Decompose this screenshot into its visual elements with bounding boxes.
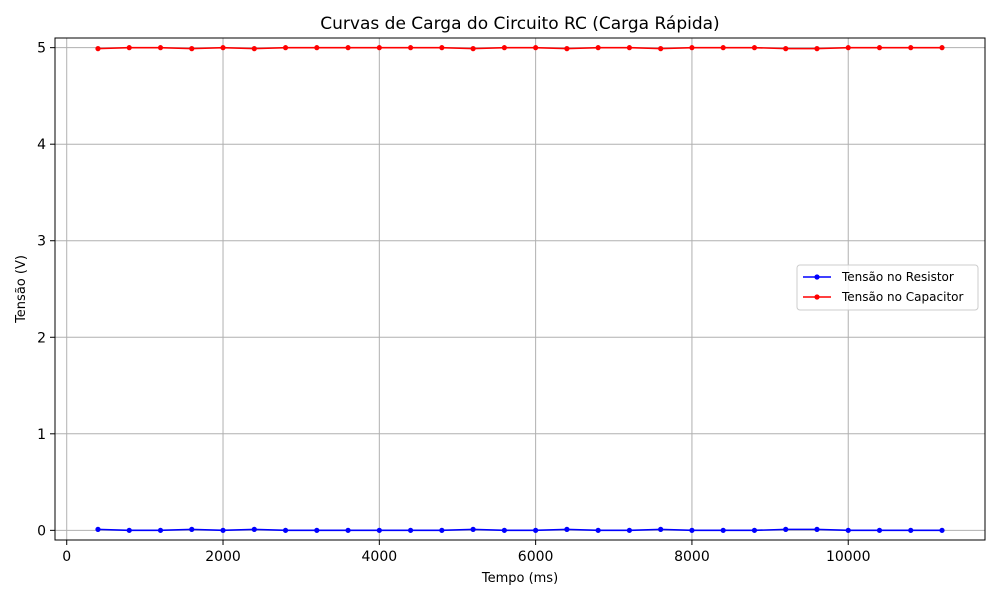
legend-label: Tensão no Resistor [841,270,954,284]
data-point [189,46,195,52]
data-point [939,45,945,51]
data-point [908,45,914,51]
data-point [876,45,883,51]
data-point [814,526,820,532]
data-point [689,527,695,533]
data-point [470,46,476,52]
data-point [814,46,820,52]
y-axis-label: Tensão (V) [14,255,29,324]
series-1 [95,45,945,52]
data-point [533,45,539,51]
data-point [533,527,539,533]
data-point [658,46,664,52]
data-point [751,45,758,51]
data-point [407,527,414,533]
data-point [407,45,414,51]
data-point [626,45,633,51]
data-point [845,45,851,51]
y-tick-label: 3 [37,234,46,250]
series-layer [95,45,945,533]
chart-title: Curvas de Carga do Circuito RC (Carga Rá… [320,14,719,34]
data-point [126,45,132,51]
x-tick-label: 10000 [826,549,871,565]
x-tick-label: 2000 [205,549,241,565]
data-point [595,45,601,51]
data-point [220,527,226,533]
data-point [564,526,570,532]
legend-item: Tensão no Resistor [803,270,954,284]
data-point [220,45,226,51]
data-point [626,527,633,533]
data-point [95,526,101,532]
data-point [345,45,351,51]
data-point [564,46,570,52]
data-point [126,527,132,533]
plot-frame [54,37,986,541]
data-point [189,526,195,532]
y-tick-label: 1 [37,427,46,443]
legend-marker [814,274,820,280]
data-point [439,527,445,533]
data-point [251,526,257,532]
x-tick-label: 8000 [674,549,710,565]
y-tick-label: 5 [37,41,46,57]
x-tick-label: 4000 [362,549,398,565]
legend-label: Tensão no Capacitor [841,290,963,304]
data-point [939,527,945,533]
data-point [345,527,351,533]
y-axis-ticks: 0 1 2 3 4 5 [37,41,55,539]
data-point [876,527,883,533]
data-point [282,527,289,533]
data-point [658,526,664,532]
data-point [845,527,851,533]
data-point [751,527,758,533]
y-tick-label: 0 [37,523,46,539]
x-axis-ticks: 0 2000 4000 6000 8000 10000 [62,540,871,565]
data-point [157,45,164,51]
data-point [908,527,914,533]
data-point [783,46,789,52]
legend: Tensão no Resistor Tensão no Capacitor [796,264,979,311]
data-point [470,526,476,532]
data-point [501,527,507,533]
data-point [251,46,257,52]
data-point [376,527,382,533]
y-tick-label: 2 [37,330,46,346]
data-point [595,527,601,533]
data-point [376,45,382,51]
data-point [157,527,164,533]
series-line [97,46,943,50]
data-point [95,46,101,52]
x-tick-label: 6000 [518,549,554,565]
series-line [97,528,943,532]
data-point [501,45,507,51]
x-tick-label: 0 [62,549,71,565]
y-tick-label: 4 [37,137,46,153]
series-0 [95,526,945,533]
data-point [720,45,726,51]
data-point [689,45,695,51]
data-point [282,45,289,51]
legend-marker [814,294,820,300]
data-point [439,45,445,51]
data-point [783,526,789,532]
data-point [314,527,320,533]
legend-box [796,264,979,311]
x-axis-label: Tempo (ms) [481,571,558,586]
data-point [314,45,320,51]
legend-item: Tensão no Capacitor [803,290,963,304]
data-point [720,527,726,533]
